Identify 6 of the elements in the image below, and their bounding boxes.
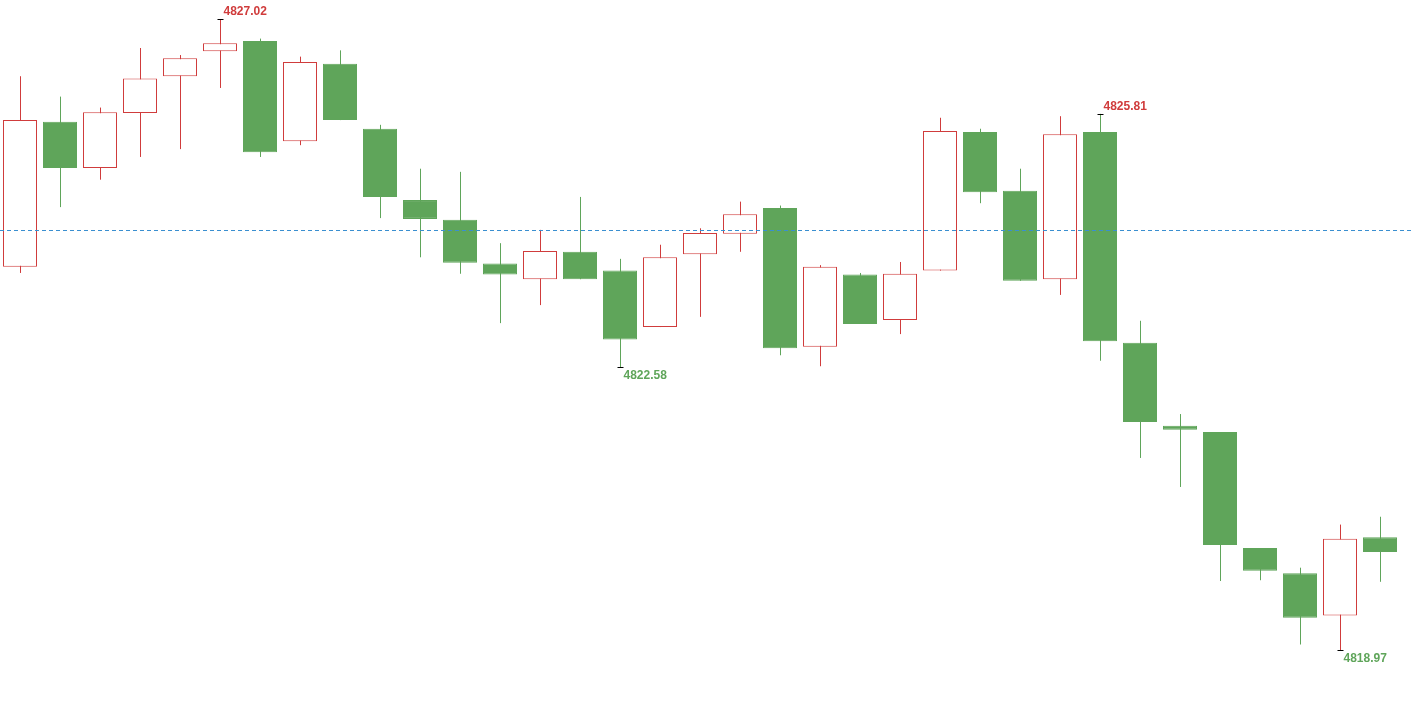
annotation: 4822.58: [623, 367, 668, 382]
annotation: 4825.81: [1103, 98, 1148, 113]
text: 4818.97: [1343, 650, 1388, 665]
candlestick: [1163, 413, 1197, 488]
candlestick: [203, 18, 237, 89]
text: 4827.02: [223, 3, 268, 18]
